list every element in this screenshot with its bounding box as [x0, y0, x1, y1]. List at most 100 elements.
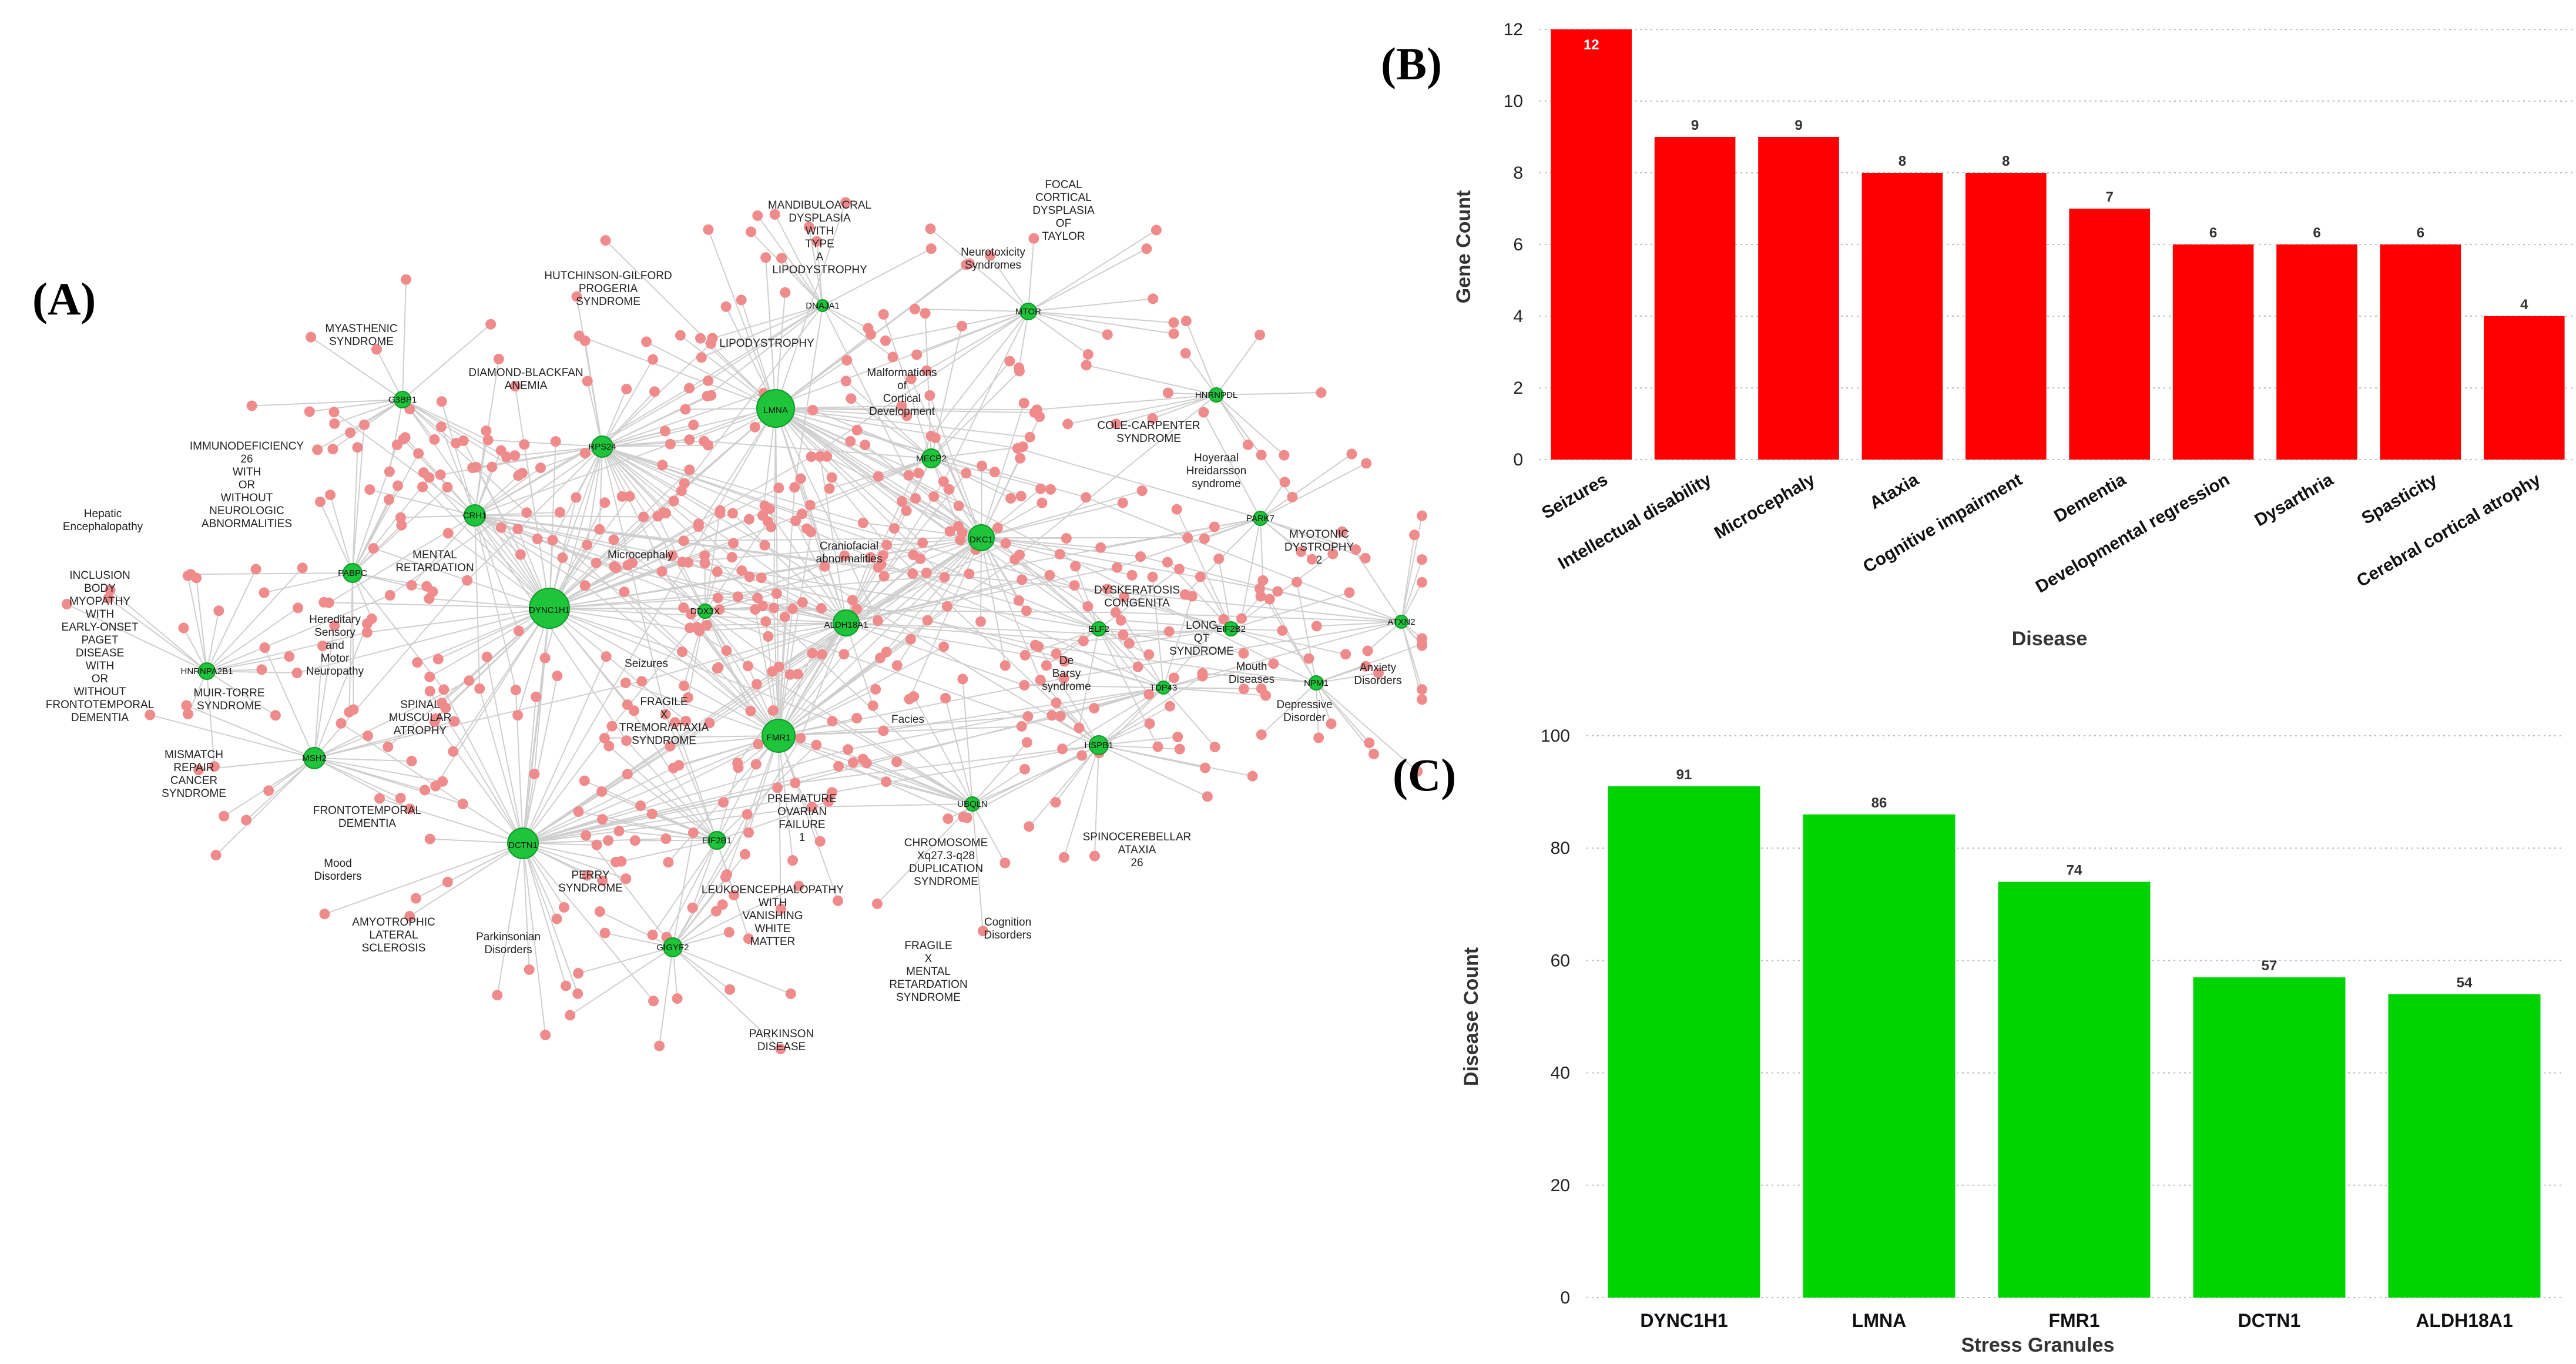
disease-node	[1005, 493, 1016, 504]
y-axis-title: Disease Count	[1460, 947, 1482, 1086]
disease-node	[684, 434, 695, 445]
disease-node	[524, 964, 535, 975]
disease-node	[975, 616, 986, 627]
disease-node	[438, 684, 449, 695]
network-edge	[410, 843, 523, 916]
network-edge	[1028, 311, 1174, 334]
disease-node	[1089, 851, 1100, 862]
network-edge	[1260, 463, 1366, 518]
disease-node	[306, 332, 316, 343]
disease-node	[990, 467, 1000, 477]
disease-node	[752, 210, 763, 221]
disease-node	[1127, 570, 1138, 581]
disease-node	[833, 896, 843, 906]
disease-node	[961, 468, 971, 478]
network-edge	[626, 740, 717, 840]
disease-node	[482, 652, 492, 662]
network-edge	[444, 689, 523, 843]
disease-node	[786, 988, 796, 999]
disease-node	[1172, 732, 1183, 742]
disease-node	[1277, 625, 1287, 636]
disease-node	[736, 294, 747, 305]
data-label: 12	[1584, 37, 1599, 53]
disease-node	[846, 393, 856, 404]
y-tick-label: 8	[1513, 163, 1523, 183]
network-edge	[702, 306, 823, 357]
disease-node	[938, 641, 949, 652]
y-tick-label: 40	[1551, 1064, 1570, 1083]
disease-node	[1255, 330, 1265, 340]
disease-node	[926, 243, 937, 254]
disease-node	[496, 522, 507, 533]
disease-node	[1051, 797, 1061, 807]
disease-node	[437, 776, 448, 787]
disease-node	[1312, 621, 1322, 631]
bar-seizures	[1551, 29, 1632, 460]
disease-node	[763, 631, 773, 642]
disease-node	[1364, 738, 1374, 748]
disease-node	[744, 571, 755, 582]
disease-node	[942, 813, 953, 824]
disease-node	[703, 224, 713, 235]
disease-node	[1202, 791, 1213, 802]
network-edge	[330, 495, 353, 573]
disease-node	[256, 664, 267, 675]
disease-node	[707, 333, 718, 343]
disease-node	[603, 741, 614, 752]
disease-node	[1174, 564, 1185, 574]
panel-label-a: (A)	[32, 273, 96, 324]
network-edge	[1028, 239, 1034, 311]
disease-node	[1169, 672, 1179, 683]
disease-node	[760, 616, 771, 626]
gene-label: FMR1	[767, 733, 791, 743]
disease-node	[582, 539, 592, 550]
disease-node	[721, 645, 732, 656]
network-edge	[585, 341, 602, 447]
disease-node	[999, 857, 1010, 868]
disease-node	[247, 400, 257, 411]
disease-node	[1112, 562, 1122, 573]
disease-node	[957, 528, 968, 538]
disease-node	[821, 451, 832, 462]
y-tick-label: 60	[1551, 951, 1570, 970]
disease-node	[816, 603, 827, 614]
network-edge	[931, 371, 1019, 458]
disease-node	[363, 730, 373, 741]
disease-node	[1014, 549, 1025, 560]
disease-node	[613, 826, 624, 836]
gene-label: DDX3X	[690, 606, 720, 616]
network-edge	[1028, 311, 1088, 354]
disease-node	[580, 336, 591, 346]
panel-label-b: (B)	[1381, 38, 1442, 89]
disease-node	[433, 654, 444, 665]
disease-node	[596, 786, 607, 797]
bar-dysarthria	[2276, 244, 2357, 460]
disease-node	[1032, 404, 1042, 415]
bar-microcephaly	[1758, 137, 1839, 460]
y-tick-label: 20	[1551, 1176, 1570, 1195]
disease-node	[1163, 388, 1173, 398]
disease-node	[384, 467, 395, 477]
disease-node	[903, 470, 914, 481]
disease-node	[676, 485, 687, 496]
gene-label: EIF2B2	[1216, 624, 1246, 634]
network-edge	[264, 648, 314, 758]
disease-node	[1081, 492, 1091, 502]
disease-node	[483, 435, 494, 445]
disease-node	[1095, 542, 1106, 553]
gene-label: LMNA	[763, 405, 788, 415]
network-edge	[402, 324, 491, 400]
disease-node	[436, 421, 447, 432]
disease-node	[1041, 660, 1052, 671]
disease-node	[1187, 591, 1198, 602]
bar-cerebral-cortical-atrophy	[2484, 316, 2565, 460]
disease-node	[1272, 586, 1283, 596]
y-tick-label: 10	[1504, 92, 1523, 111]
disease-node	[293, 602, 303, 613]
disease-node	[451, 438, 461, 448]
